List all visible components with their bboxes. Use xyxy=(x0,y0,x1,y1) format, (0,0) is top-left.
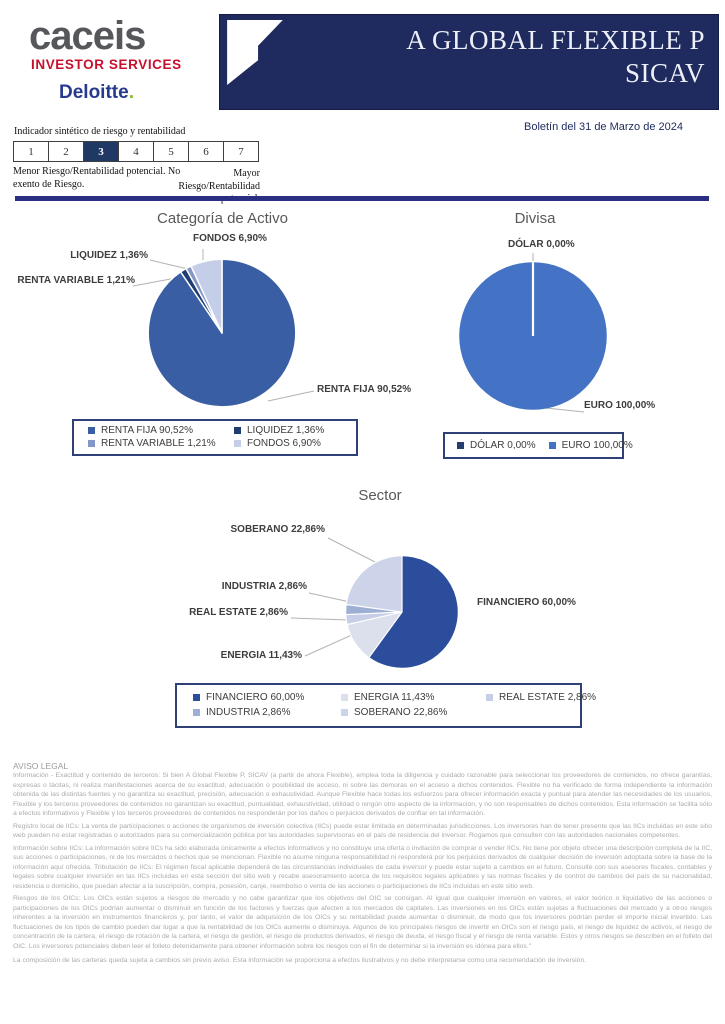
chart-title-categoria: Categoría de Activo xyxy=(157,210,288,227)
legend-item: DÓLAR 0,00% xyxy=(457,440,536,451)
legend-label: RENTA VARIABLE 1,21% xyxy=(101,438,216,449)
label-real-estate: REAL ESTATE 2,86% xyxy=(189,607,288,618)
label-renta-fija: RENTA FIJA 90,52% xyxy=(317,384,412,395)
soberano-marker xyxy=(341,709,348,716)
divisa-pie-chart xyxy=(459,262,607,410)
label-dolar: DÓLAR 0,00% xyxy=(508,239,575,250)
legend-item: ENERGIA 11,43% xyxy=(341,692,486,703)
chart-title-divisa: Divisa xyxy=(514,210,556,227)
categoria-pie-chart xyxy=(147,258,297,408)
risk-level-1: 1 xyxy=(14,142,49,161)
chart-title-sector: Sector xyxy=(358,487,402,504)
legend-item: EURO 100,00% xyxy=(548,440,633,451)
deloitte-text: Deloitte xyxy=(59,82,129,103)
legal-paragraph: La composición de las carteras queda suj… xyxy=(13,957,587,964)
label-fondos: FONDOS 6,90% xyxy=(193,233,267,244)
legend-label: DÓLAR 0,00% xyxy=(470,440,536,451)
risk-level-2: 2 xyxy=(49,142,84,161)
label-euro: EURO 100,00% xyxy=(584,400,656,411)
legend-item: RENTA FIJA 90,52% xyxy=(88,425,234,436)
legend-label: FONDOS 6,90% xyxy=(247,438,321,449)
risk-level-6: 6 xyxy=(189,142,224,161)
legend-sector: FINANCIERO 60,00% ENERGIA 11,43% REAL ES… xyxy=(175,683,596,728)
financiero-marker xyxy=(193,694,200,701)
legend-divisa: DÓLAR 0,00% EURO 100,00% xyxy=(443,432,633,459)
renta-fija-marker xyxy=(88,427,95,434)
legend-label: ENERGIA 11,43% xyxy=(354,692,435,703)
title-banner: A GLOBAL FLEXIBLE P SICAV xyxy=(219,14,719,110)
risk-scale: 1 2 3 4 5 6 7 xyxy=(13,141,259,162)
legend-categoria: RENTA FIJA 90,52% LIQUIDEZ 1,36% RENTA V… xyxy=(72,419,358,456)
legend-label: INDUSTRIA 2,86% xyxy=(206,707,291,718)
euro-marker xyxy=(548,442,556,449)
section-divider xyxy=(15,196,709,201)
label-liquidez: LIQUIDEZ 1,36% xyxy=(70,250,148,261)
dolar-marker xyxy=(457,442,464,449)
label-industria: INDUSTRIA 2,86% xyxy=(221,581,307,592)
legal-paragraph: Información sobre IICs: La información s… xyxy=(13,844,712,890)
legend-label: REAL ESTATE 2,86% xyxy=(499,692,597,703)
legal-heading: AVISO LEGAL xyxy=(13,761,69,771)
sector-pie-chart xyxy=(345,555,459,669)
label-financiero: FINANCIERO 60,00% xyxy=(477,597,576,608)
fondos-marker xyxy=(234,440,241,447)
legend-item: LIQUIDEZ 1,36% xyxy=(234,425,356,436)
legend-item: REAL ESTATE 2,86% xyxy=(486,692,596,703)
risk-note-lower: Menor Riesgo/Rentabilidad potencial. No … xyxy=(13,166,181,190)
legend-item: FINANCIERO 60,00% xyxy=(193,692,341,703)
legend-item: INDUSTRIA 2,86% xyxy=(193,707,341,718)
label-soberano: SOBERANO 22,86% xyxy=(230,524,325,535)
legend-item: SOBERANO 22,86% xyxy=(341,707,486,718)
deloitte-green-dot: . xyxy=(128,82,134,103)
legend-label: RENTA FIJA 90,52% xyxy=(101,425,194,436)
risk-level-5: 5 xyxy=(154,142,189,161)
legend-label: FINANCIERO 60,00% xyxy=(206,692,305,703)
legal-paragraph: Registro local de IICs: La venta de part… xyxy=(13,822,712,840)
label-energia: ENERGIA 11,43% xyxy=(220,650,302,661)
legend-item: FONDOS 6,90% xyxy=(234,438,356,449)
investor-services-label: INVESTOR SERVICES xyxy=(31,57,182,72)
legal-text: Información - Exactitud y contenido de t… xyxy=(13,771,712,969)
risk-level-3-selected: 3 xyxy=(84,142,119,161)
fund-title-line1: A GLOBAL FLEXIBLE P xyxy=(406,25,705,55)
deloitte-logo: Deloitte. xyxy=(59,82,134,104)
real-estate-marker xyxy=(486,694,493,701)
bulletin-date: Boletín del 31 de Marzo de 2024 xyxy=(523,121,683,133)
legend-label: EURO 100,00% xyxy=(561,440,633,451)
legal-paragraph: Información - Exactitud y contenido de t… xyxy=(13,772,712,817)
energia-marker xyxy=(341,694,348,701)
fund-title-line2: SICAV xyxy=(624,58,705,88)
legal-paragraph: Riesgos de los OICs: Los OICs están suje… xyxy=(13,895,712,950)
renta-variable-marker xyxy=(88,440,95,447)
legend-item: RENTA VARIABLE 1,21% xyxy=(88,438,234,449)
liquidez-marker xyxy=(234,427,241,434)
industria-marker xyxy=(193,709,200,716)
caceis-logo: caceis xyxy=(29,14,146,58)
legend-label: SOBERANO 22,86% xyxy=(354,707,448,718)
risk-indicator-title: Indicador sintético de riesgo y rentabil… xyxy=(14,126,186,137)
risk-level-4: 4 xyxy=(119,142,154,161)
risk-level-7: 7 xyxy=(224,142,258,161)
legend-label: LIQUIDEZ 1,36% xyxy=(247,425,325,436)
label-renta-variable: RENTA VARIABLE 1,21% xyxy=(17,275,135,286)
caceis-flag-icon xyxy=(227,20,283,85)
fund-title: A GLOBAL FLEXIBLE P SICAV xyxy=(406,24,705,90)
